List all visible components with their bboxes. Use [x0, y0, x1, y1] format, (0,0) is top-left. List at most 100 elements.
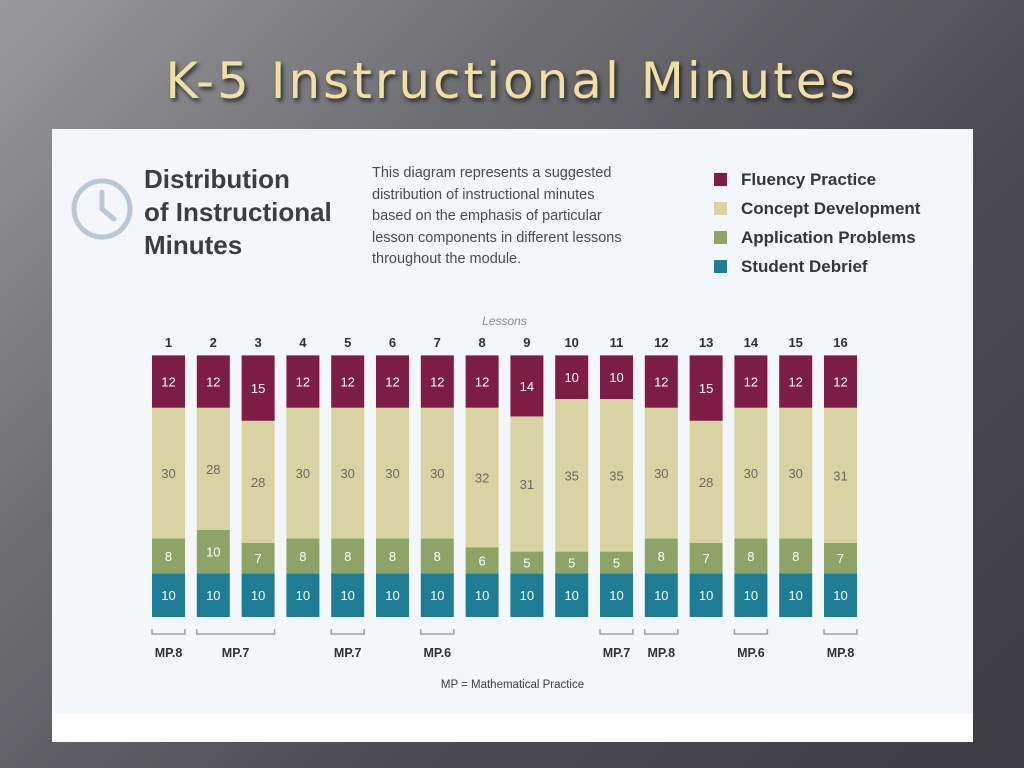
lesson-number-label: 12 — [654, 335, 668, 350]
bar-segment-debrief — [600, 573, 633, 617]
data-label-concept: 31 — [520, 477, 534, 492]
data-label-fluency: 15 — [251, 381, 265, 396]
bar-segment-concept — [510, 416, 544, 552]
data-label-fluency: 14 — [520, 379, 534, 394]
axis-title: Lessons — [482, 314, 527, 328]
bar-segment-fluency — [824, 355, 857, 408]
data-label-debrief: 10 — [788, 588, 802, 603]
data-label-debrief: 10 — [564, 588, 578, 603]
data-label-concept: 28 — [251, 475, 265, 490]
bar-segment-concept — [376, 407, 409, 539]
mp-bracket — [196, 629, 276, 635]
lesson-number-label: 9 — [523, 335, 530, 350]
data-label-application: 8 — [344, 549, 351, 564]
data-label-concept: 31 — [833, 468, 847, 483]
mp-label: MP.8 — [827, 646, 855, 660]
legend-swatch — [714, 202, 727, 215]
bar-segment-fluency — [555, 355, 589, 399]
legend-label: Fluency Practice — [741, 169, 877, 189]
bar-segment-debrief — [510, 573, 544, 617]
bar-segment-debrief — [376, 573, 409, 617]
bar-segment-application — [689, 542, 723, 574]
bar-segment-application — [779, 538, 813, 574]
slide-title: K-5 Instructional Minutes — [165, 52, 859, 110]
data-label-fluency: 12 — [475, 375, 489, 390]
chart-panel: Distribution of Instructional Minutes Th… — [52, 129, 973, 742]
bar-segment-debrief — [779, 573, 813, 617]
bar-segment-concept — [600, 399, 633, 552]
data-label-application: 8 — [299, 549, 306, 564]
legend-item-application: Application Problems — [714, 223, 920, 252]
data-label-fluency: 12 — [744, 375, 758, 390]
data-label-debrief: 10 — [340, 588, 354, 603]
data-label-concept: 35 — [564, 468, 578, 483]
legend-item-concept: Concept Development — [714, 194, 920, 223]
lesson-number-label: 7 — [434, 335, 441, 350]
bar-segment-concept — [286, 407, 320, 539]
data-label-application: 8 — [389, 549, 396, 564]
data-label-application: 5 — [613, 556, 620, 571]
bar-segment-fluency — [376, 355, 409, 408]
clock-icon — [71, 178, 133, 240]
bar-segment-application — [420, 538, 454, 574]
data-label-fluency: 10 — [564, 370, 578, 385]
description-line-3: based on the emphasis of particular — [372, 208, 602, 224]
bar-segment-application — [152, 538, 185, 574]
lesson-number-label: 15 — [788, 335, 802, 350]
bar-segment-debrief — [734, 573, 768, 617]
bar-segment-fluency — [241, 355, 275, 421]
title-line-3: Minutes — [144, 230, 243, 260]
bar-segment-concept — [420, 407, 454, 539]
data-label-debrief: 10 — [385, 588, 399, 603]
data-label-fluency: 10 — [609, 370, 623, 385]
data-label-fluency: 12 — [206, 375, 220, 390]
bar-segment-debrief — [286, 573, 320, 617]
bar-segment-debrief — [331, 573, 365, 617]
bar-segment-concept — [241, 420, 275, 543]
legend-label: Application Problems — [741, 227, 916, 247]
data-label-debrief: 10 — [520, 588, 534, 603]
bar-segment-application — [600, 551, 633, 574]
bar-segment-debrief — [555, 573, 589, 617]
bar-segment-concept — [465, 407, 499, 548]
data-label-application: 8 — [747, 549, 754, 564]
data-label-concept: 30 — [340, 466, 354, 481]
bar-segment-fluency — [600, 355, 633, 399]
data-label-debrief: 10 — [430, 588, 444, 603]
data-label-application: 8 — [658, 549, 665, 564]
legend-swatch — [714, 231, 727, 244]
bar-segment-fluency — [734, 355, 768, 408]
lesson-number-label: 4 — [299, 335, 307, 350]
mp-label: MP.7 — [334, 646, 362, 660]
data-label-debrief: 10 — [699, 588, 713, 603]
bar-segment-debrief — [420, 573, 454, 617]
data-label-application: 5 — [568, 556, 575, 571]
bar-segment-concept — [734, 407, 768, 539]
data-label-concept: 28 — [206, 462, 220, 477]
bar-segment-fluency — [286, 355, 320, 408]
bar-segment-debrief — [644, 573, 678, 617]
bar-segment-concept — [824, 407, 857, 543]
lesson-number-label: 6 — [389, 335, 396, 350]
description-line-5: throughout the module. — [372, 251, 522, 267]
footnote: MP = Mathematical Practice — [440, 679, 585, 691]
bar-segment-debrief — [824, 573, 857, 617]
data-label-debrief: 10 — [654, 588, 668, 603]
lesson-number-label: 2 — [210, 335, 217, 350]
data-label-application: 10 — [206, 545, 220, 560]
data-label-debrief: 10 — [161, 588, 175, 603]
lesson-number-label: 1 — [165, 335, 172, 350]
bar-segment-application — [555, 551, 589, 574]
bar-segment-application — [286, 538, 320, 574]
data-label-concept: 30 — [744, 466, 758, 481]
bar-segment-fluency — [644, 355, 678, 408]
mp-bracket — [420, 629, 455, 635]
legend-item-debrief: Student Debrief — [714, 252, 920, 281]
bar-segment-fluency — [196, 355, 230, 408]
data-label-application: 8 — [165, 549, 172, 564]
bar-segment-application — [376, 538, 409, 574]
description-line-4: lesson components in different lessons — [372, 229, 622, 246]
mp-bracket — [823, 629, 858, 635]
lesson-number-label: 14 — [744, 335, 759, 350]
lesson-number-label: 11 — [610, 335, 624, 350]
